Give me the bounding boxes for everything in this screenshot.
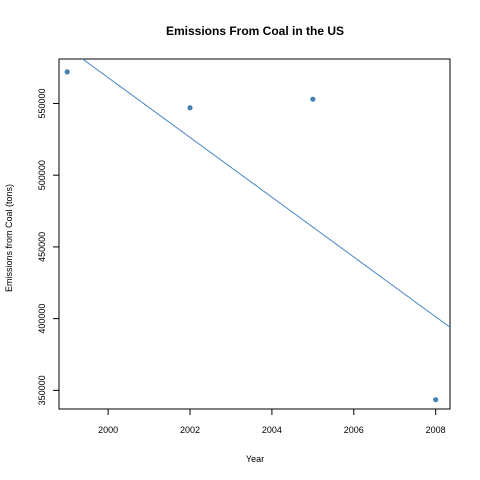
y-tick-label: 400000 — [37, 304, 47, 334]
chart-title: Emissions From Coal in the US — [166, 24, 344, 38]
y-axis-label: Emissions from Coal (tons) — [4, 184, 14, 292]
y-tick-label: 550000 — [37, 88, 47, 118]
y-tick-label: 450000 — [37, 232, 47, 262]
x-tick-label: 2006 — [344, 425, 364, 435]
x-tick-label: 2000 — [98, 425, 118, 435]
y-axis: 350000 400000 450000 500000 550000 — [37, 88, 59, 405]
x-tick-label: 2008 — [426, 425, 446, 435]
x-tick-label: 2004 — [262, 425, 282, 435]
trend-line — [81, 59, 450, 328]
plot-frame — [58, 58, 451, 410]
data-point — [187, 105, 193, 111]
x-axis-label: Year — [246, 454, 264, 464]
plot-area — [58, 58, 451, 410]
data-point — [433, 397, 439, 403]
data-point — [310, 96, 316, 102]
x-axis: 2000 2002 2004 2006 2008 — [98, 409, 446, 435]
y-tick-label: 350000 — [37, 375, 47, 405]
y-tick-label: 500000 — [37, 160, 47, 190]
data-point — [64, 69, 70, 75]
x-tick-label: 2002 — [180, 425, 200, 435]
